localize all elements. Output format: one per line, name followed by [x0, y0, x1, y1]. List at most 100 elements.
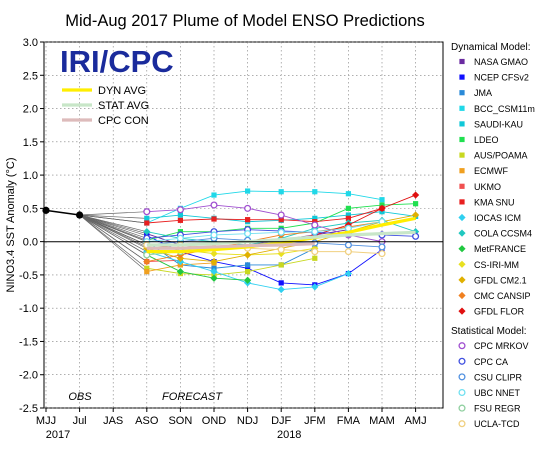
y-axis: 3.0 2.5 2.0 1.5 1.0 0.5 0.0 -0.5 -1.0 -1.5 -2.0 -2.… — [19, 37, 44, 415]
y-tick-label: -0.5 — [19, 270, 38, 282]
legend-label: ECMWF — [474, 166, 508, 176]
legend-label: MetFRANCE — [474, 244, 526, 254]
plume-connector — [79, 214, 148, 272]
y-tick-label: 1.0 — [23, 170, 38, 182]
x-tick-label: Jul — [73, 415, 87, 427]
data-point — [210, 250, 218, 258]
legend-marker — [458, 388, 466, 397]
legend-label: CPC MRKOV — [474, 341, 529, 351]
legend-label: NASA GMAO — [474, 57, 528, 67]
average-legend-label: CPC CON — [98, 115, 149, 127]
plot-series — [42, 188, 420, 294]
legend-marker — [459, 90, 465, 96]
plume-connector — [79, 214, 147, 256]
plume-connector — [79, 214, 147, 262]
legend-label: CS-IRI-MM — [474, 260, 519, 270]
data-point — [210, 267, 218, 276]
y-tick-label: 0.5 — [23, 203, 38, 215]
data-point — [244, 251, 252, 259]
legend-group-title: Statistical Model: — [451, 326, 527, 337]
series-line-jma — [146, 241, 315, 269]
data-point — [245, 217, 251, 223]
x-tick-label: MAM — [369, 415, 395, 427]
legend-label: CSU CLIPR — [474, 372, 523, 382]
data-point — [278, 280, 284, 286]
data-point — [311, 228, 319, 236]
data-point — [379, 197, 385, 203]
legend-marker — [458, 342, 466, 350]
data-point — [378, 243, 386, 251]
data-point — [277, 228, 285, 236]
y-tick-label: 2.0 — [23, 104, 38, 116]
legend-marker — [458, 291, 466, 300]
data-point — [278, 217, 284, 223]
observed-point — [76, 211, 84, 219]
series-line-bcc-csm11m — [146, 190, 383, 224]
data-point — [412, 211, 420, 219]
data-point — [345, 215, 351, 221]
legend-label: UKMO — [474, 182, 501, 192]
data-point — [277, 211, 285, 219]
legend-marker — [458, 213, 466, 222]
legend-label: CMC CANSIP — [474, 291, 531, 301]
plume-connector — [79, 214, 147, 252]
data-point — [378, 250, 386, 258]
plot-grid — [44, 41, 443, 409]
x-tick-label: JFM — [304, 415, 325, 427]
legend-label: NCEP CFSv2 — [474, 73, 529, 83]
x-tick-label: OND — [202, 415, 227, 427]
data-point — [412, 228, 420, 236]
average-line-dyn-avg — [146, 216, 416, 254]
data-point — [278, 262, 284, 268]
data-point — [344, 248, 352, 256]
data-point — [210, 258, 218, 266]
average-legend-label: STAT AVG — [98, 100, 149, 112]
average-line-cpc-con — [146, 242, 315, 250]
data-point — [344, 241, 352, 249]
legend-marker — [459, 183, 465, 189]
data-point — [412, 191, 420, 199]
plume-connector — [79, 211, 147, 216]
chart-title: Mid-Aug 2017 Plume of Model ENSO Predict… — [65, 12, 425, 30]
logo-iri-cpc: IRI/CPC — [60, 44, 174, 79]
data-point — [143, 228, 151, 236]
legend-marker — [459, 74, 465, 80]
data-point — [144, 215, 150, 221]
forecast-label: FORECAST — [162, 391, 223, 403]
data-point — [244, 204, 252, 212]
legend-marker — [459, 105, 465, 111]
plume-connector — [79, 214, 147, 242]
series-line-ubc-nnet — [146, 221, 383, 243]
legend-marker — [459, 136, 465, 143]
data-point — [143, 258, 151, 266]
data-point — [312, 189, 318, 195]
data-point — [177, 217, 183, 223]
series-line-aus-poama — [146, 257, 315, 276]
data-point — [312, 255, 318, 261]
data-point — [244, 276, 252, 284]
legend-label: GFDL CM2.1 — [474, 275, 527, 285]
y-tick-label: -2.5 — [19, 403, 38, 415]
model-legend: Dynamical Model: NASA GMAO NCEP CFSv2 JMA BC… — [451, 42, 535, 429]
legend-marker — [459, 199, 465, 205]
y-tick-label: 0.0 — [23, 237, 38, 249]
legend-label: SAUDI-KAU — [474, 119, 523, 129]
plume-connector — [79, 214, 147, 246]
y-tick-label: 1.5 — [23, 137, 38, 149]
legend-marker — [458, 357, 466, 365]
x-tick-label: MJJ — [36, 415, 56, 427]
legend-marker — [458, 404, 466, 412]
legend-label: JMA — [474, 88, 492, 98]
y-tick-label: -1.5 — [19, 336, 38, 348]
data-point — [176, 206, 184, 214]
data-point — [311, 283, 319, 291]
plume-connector — [79, 214, 147, 239]
data-point — [211, 192, 217, 198]
series-line-ukmo — [146, 259, 181, 263]
legend-label: GFDL FLOR — [474, 307, 525, 317]
legend-label: IOCAS ICM — [474, 213, 521, 223]
data-point — [245, 262, 251, 268]
data-point — [311, 221, 319, 229]
legend-label: BCC_CSM11m — [474, 104, 535, 114]
